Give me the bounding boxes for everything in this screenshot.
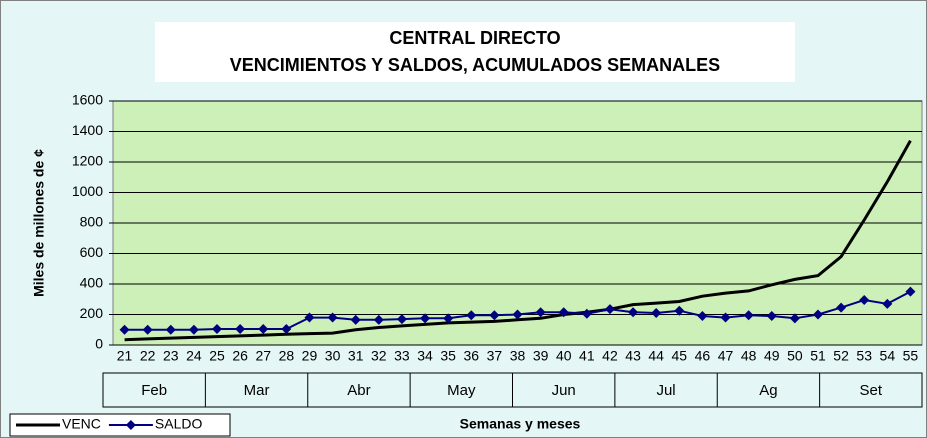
x-tick-label: 23 bbox=[163, 348, 179, 364]
point-marker bbox=[651, 307, 662, 318]
x-tick-label: 40 bbox=[556, 348, 572, 364]
x-tick-label: 27 bbox=[255, 348, 271, 364]
x-tick-label: 38 bbox=[510, 348, 526, 364]
point-marker bbox=[350, 314, 361, 325]
y-tick-label: 200 bbox=[80, 305, 104, 321]
y-axis-title: Miles de millones de ¢ bbox=[31, 149, 47, 297]
x-axis-title: Semanas y meses bbox=[460, 416, 581, 432]
x-tick-label: 28 bbox=[279, 348, 295, 364]
x-tick-label: 41 bbox=[579, 348, 595, 364]
point-marker bbox=[697, 311, 708, 322]
x-tick-label: 29 bbox=[302, 348, 318, 364]
month-label: May bbox=[447, 382, 476, 399]
x-tick-label: 34 bbox=[417, 348, 433, 364]
chart-title: CENTRAL DIRECTO bbox=[389, 28, 560, 48]
x-tick-label: 39 bbox=[533, 348, 549, 364]
point-marker bbox=[373, 314, 384, 325]
legend-marker bbox=[125, 420, 136, 430]
x-tick-label: 44 bbox=[648, 348, 664, 364]
point-marker bbox=[604, 304, 615, 315]
y-tick-label: 600 bbox=[80, 244, 104, 260]
x-tick-label: 46 bbox=[695, 348, 711, 364]
point-marker bbox=[766, 311, 777, 322]
title-box bbox=[155, 22, 795, 82]
x-tick-label: 31 bbox=[348, 348, 364, 364]
month-label: Jun bbox=[552, 382, 576, 399]
x-tick-label: 21 bbox=[117, 348, 133, 364]
month-label: Jul bbox=[656, 382, 675, 399]
point-marker bbox=[789, 313, 800, 324]
point-marker bbox=[281, 323, 292, 334]
x-tick-label: 32 bbox=[371, 348, 387, 364]
x-tick-label: 24 bbox=[186, 348, 202, 364]
x-tick-label: 47 bbox=[718, 348, 734, 364]
point-marker bbox=[558, 307, 569, 318]
x-tick-label: 53 bbox=[856, 348, 872, 364]
point-marker bbox=[212, 323, 223, 334]
y-tick-label: 400 bbox=[80, 275, 104, 291]
point-marker bbox=[165, 324, 176, 335]
point-marker bbox=[396, 314, 407, 325]
point-marker bbox=[720, 312, 731, 323]
point-marker bbox=[327, 312, 338, 323]
x-tick-label: 43 bbox=[625, 348, 641, 364]
point-marker bbox=[142, 324, 153, 335]
x-tick-label: 51 bbox=[810, 348, 826, 364]
y-tick-label: 1600 bbox=[72, 92, 103, 108]
series-line bbox=[124, 139, 912, 342]
month-label: Feb bbox=[141, 382, 167, 399]
point-marker bbox=[581, 308, 592, 319]
point-marker bbox=[836, 302, 847, 313]
point-marker bbox=[188, 324, 199, 335]
point-marker bbox=[489, 310, 500, 321]
point-marker bbox=[905, 286, 916, 297]
x-tick-label: 52 bbox=[833, 348, 849, 364]
x-tick-label: 22 bbox=[140, 348, 156, 364]
x-tick-label: 33 bbox=[394, 348, 410, 364]
y-tick-label: 1400 bbox=[72, 122, 103, 138]
point-marker bbox=[443, 313, 454, 324]
point-marker bbox=[743, 310, 754, 321]
point-marker bbox=[535, 307, 546, 318]
month-label: Abr bbox=[347, 382, 370, 399]
point-marker bbox=[235, 323, 246, 334]
y-tick-label: 0 bbox=[95, 336, 103, 352]
x-tick-label: 35 bbox=[440, 348, 456, 364]
x-tick-label: 26 bbox=[232, 348, 248, 364]
x-tick-label: 50 bbox=[787, 348, 803, 364]
legend-label: SALDO bbox=[155, 416, 203, 432]
point-marker bbox=[466, 310, 477, 321]
point-marker bbox=[882, 298, 893, 309]
point-marker bbox=[304, 312, 315, 323]
x-tick-label: 42 bbox=[602, 348, 618, 364]
point-marker bbox=[119, 324, 130, 335]
x-tick-label: 49 bbox=[764, 348, 780, 364]
x-tick-label: 37 bbox=[487, 348, 503, 364]
x-tick-label: 36 bbox=[463, 348, 479, 364]
chart-title: VENCIMIENTOS Y SALDOS, ACUMULADOS SEMANA… bbox=[230, 55, 720, 75]
legend-label: VENC bbox=[62, 416, 101, 432]
point-marker bbox=[812, 309, 823, 320]
month-label: Ag bbox=[759, 382, 777, 399]
point-marker bbox=[420, 313, 431, 324]
y-tick-label: 1000 bbox=[72, 183, 103, 199]
month-label: Set bbox=[860, 382, 883, 399]
point-marker bbox=[674, 305, 685, 316]
x-tick-label: 30 bbox=[325, 348, 341, 364]
point-marker bbox=[512, 309, 523, 320]
x-tick-label: 25 bbox=[209, 348, 225, 364]
point-marker bbox=[859, 295, 870, 306]
x-tick-label: 45 bbox=[672, 348, 688, 364]
point-marker bbox=[628, 307, 639, 318]
x-tick-label: 54 bbox=[880, 348, 896, 364]
point-marker bbox=[258, 323, 269, 334]
y-tick-label: 1200 bbox=[72, 153, 103, 169]
y-tick-label: 800 bbox=[80, 214, 104, 230]
month-label: Mar bbox=[244, 382, 270, 399]
x-tick-label: 55 bbox=[903, 348, 919, 364]
x-tick-label: 48 bbox=[741, 348, 757, 364]
